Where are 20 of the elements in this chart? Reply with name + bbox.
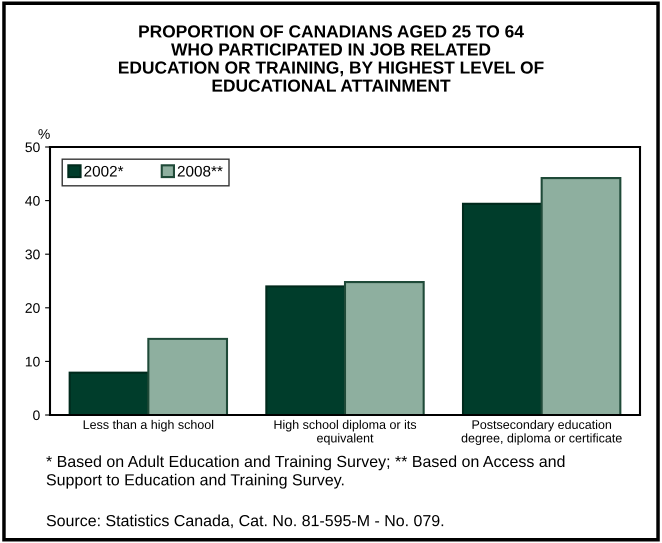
x-tick-label: Less than a high school: [84, 420, 214, 432]
x-tick-label: Postsecondary education degree, diploma or certificate: [462, 420, 622, 445]
y-tick-label: 0: [33, 410, 40, 420]
legend-label: 2008**: [178, 166, 223, 177]
text: * Based on Adult Education and Training Survey; ** Based on Access and Support to Education and Training Survey.: [46, 455, 564, 489]
legend-label: 2002*: [84, 166, 124, 177]
y-axis-title: %: [38, 129, 50, 139]
y-tick-label: 20: [26, 303, 40, 313]
source-note: Source: Statistics Canada, Cat. No. 81-595-M - No. 079.: [46, 514, 444, 528]
x-tick-label: High school diploma or its equivalent: [274, 420, 416, 445]
y-tick-label: 30: [25, 250, 40, 260]
chart-title: PROPORTION OF CANADIANS AGED 25 TO 64 WHO PARTICIPATED IN JOB RELATED EDUCATION OR TRAINING, BY HIGHEST LEVEL OF EDUCATIONAL ATTAINMENT: [118, 25, 544, 92]
bar: [540, 177, 622, 415]
y-tick-label: 50: [25, 142, 40, 152]
bar: [462, 202, 543, 415]
bar: [344, 281, 425, 415]
y-tick-label: 10: [26, 356, 40, 367]
bar: [147, 338, 228, 415]
y-tick-label: 40: [25, 196, 40, 206]
bar: [68, 372, 150, 415]
